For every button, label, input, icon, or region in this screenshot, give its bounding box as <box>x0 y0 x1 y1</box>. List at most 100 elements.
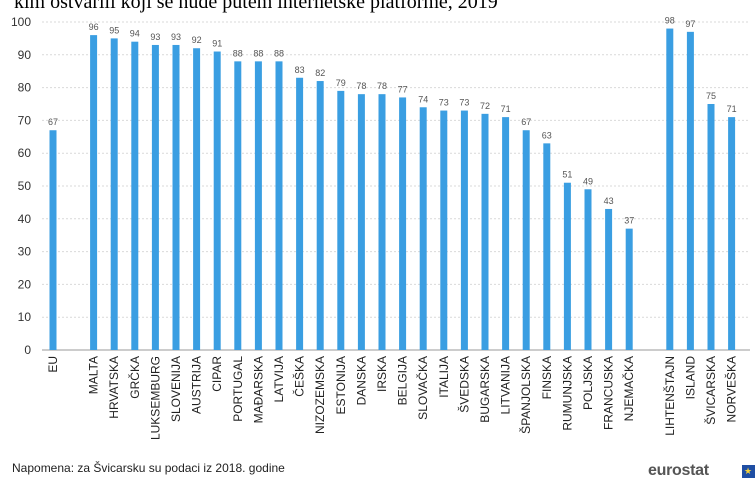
x-tick-label: ŠVEDSKA <box>456 356 471 413</box>
x-tick-label: BELGIJA <box>396 356 410 405</box>
y-tick-label: 80 <box>18 81 32 95</box>
bar <box>254 61 262 351</box>
data-label: 75 <box>706 91 716 101</box>
bar <box>110 38 118 351</box>
data-label: 88 <box>233 48 243 58</box>
eu-flag-icon: ★ <box>742 465 755 478</box>
x-tick-label: LUKSEMBURG <box>148 356 162 440</box>
data-label: 37 <box>624 216 634 226</box>
bar-chart: 0 10 20 30 40 50 60 70 80 90 100 67 96 95 94 93 93 92 91 8… <box>11 15 750 440</box>
bar <box>543 143 551 350</box>
bar <box>563 182 571 350</box>
data-label: 96 <box>89 22 99 32</box>
x-tick-label: AUSTRIJA <box>190 356 204 414</box>
bar <box>234 61 242 351</box>
data-label: 93 <box>150 32 160 42</box>
bar <box>460 110 468 350</box>
x-tick-label: MALTA <box>87 356 101 394</box>
bar <box>419 107 427 350</box>
bar <box>378 94 386 350</box>
data-label: 51 <box>562 170 572 180</box>
x-tick-label: ESTONIJA <box>334 356 348 414</box>
footnote: Napomena: za Švicarsku su podaci iz 2018… <box>12 461 285 475</box>
data-label: 74 <box>418 94 428 104</box>
x-tick-label: ČEŠKA <box>292 356 307 397</box>
x-tick-label: POLJSKA <box>581 356 595 410</box>
x-tick-label: FINSKA <box>540 356 554 399</box>
y-tick-label: 70 <box>18 113 32 127</box>
y-tick-label: 40 <box>18 212 32 226</box>
data-label: 43 <box>604 196 614 206</box>
bars <box>49 28 736 351</box>
chart-title-partial: kim ostvarili koji se nude putem interne… <box>0 0 755 13</box>
y-tick-label: 60 <box>18 146 32 160</box>
bar <box>605 208 613 350</box>
bar <box>193 48 201 351</box>
x-axis-labels: EU MALTA HRVATSKA GRČKA LUKSEMBURG SLOVENIJA A… <box>46 356 739 440</box>
data-label: 88 <box>253 48 263 58</box>
x-tick-label: IRSKA <box>375 356 389 392</box>
data-label: 71 <box>501 104 511 114</box>
data-label: 73 <box>459 98 469 108</box>
data-label: 92 <box>192 35 202 45</box>
data-label: 94 <box>130 29 140 39</box>
data-label: 78 <box>356 81 366 91</box>
data-label: 49 <box>583 176 593 186</box>
bar <box>357 94 365 350</box>
bar <box>502 117 510 351</box>
x-tick-label: RUMUNJSKA <box>560 356 574 431</box>
y-axis-ticks: 0 10 20 30 40 50 60 70 80 90 100 <box>11 15 31 357</box>
x-tick-label: LITVANIJA <box>499 356 513 414</box>
bar <box>440 110 448 350</box>
bar <box>316 81 324 350</box>
y-tick-label: 90 <box>18 48 32 62</box>
x-tick-label: HRVATSKA <box>107 356 121 419</box>
x-tick-label: FRANCUSKA <box>602 356 616 430</box>
data-label: 78 <box>377 81 387 91</box>
bar <box>686 31 694 351</box>
bar <box>625 228 633 350</box>
bar <box>275 61 283 351</box>
data-label: 83 <box>295 65 305 75</box>
x-tick-label: CIPAR <box>210 356 224 392</box>
data-label: 67 <box>521 117 531 127</box>
data-label: 63 <box>542 130 552 140</box>
bar <box>584 189 592 350</box>
gridlines <box>42 21 750 351</box>
y-tick-label: 20 <box>18 277 32 291</box>
x-tick-label: NJEMAČKA <box>621 356 636 421</box>
x-tick-label: ŠVICARSKA <box>703 356 718 425</box>
data-label: 79 <box>336 78 346 88</box>
x-tick-label: EU <box>46 356 60 373</box>
x-tick-label: ISLAND <box>683 356 697 400</box>
data-label: 71 <box>727 104 737 114</box>
data-label: 91 <box>212 39 222 49</box>
data-label: 67 <box>48 117 58 127</box>
x-tick-label: NIZOZEMSKA <box>313 356 327 434</box>
x-tick-label: DANSKA <box>354 356 368 405</box>
bar <box>707 104 715 350</box>
bar <box>213 51 221 351</box>
data-label: 95 <box>109 25 119 35</box>
x-tick-label: MAĐARSKA <box>251 356 265 423</box>
x-tick-label: GRČKA <box>127 356 142 399</box>
value-labels: 67 96 95 94 93 93 92 91 88 88 88 83 82 79 78 78 77 74 73 73… <box>48 16 737 226</box>
data-label: 82 <box>315 68 325 78</box>
y-tick-label: 30 <box>18 245 32 259</box>
bar <box>131 41 139 351</box>
data-label: 72 <box>480 101 490 111</box>
x-tick-label: LATVIJA <box>272 356 286 402</box>
bar <box>296 77 304 350</box>
bar <box>172 44 180 351</box>
y-tick-label: 0 <box>24 343 31 357</box>
bar <box>728 117 736 351</box>
data-label: 88 <box>274 48 284 58</box>
logo-text: eurostat <box>648 462 709 479</box>
data-label: 73 <box>439 98 449 108</box>
bar <box>49 130 57 350</box>
bar <box>337 90 345 350</box>
x-tick-label: ITALIJA <box>437 356 451 398</box>
x-tick-label: BUGARSKA <box>478 356 492 423</box>
data-label: 77 <box>398 84 408 94</box>
x-tick-label: LIHTENŠTAJN <box>662 356 677 436</box>
